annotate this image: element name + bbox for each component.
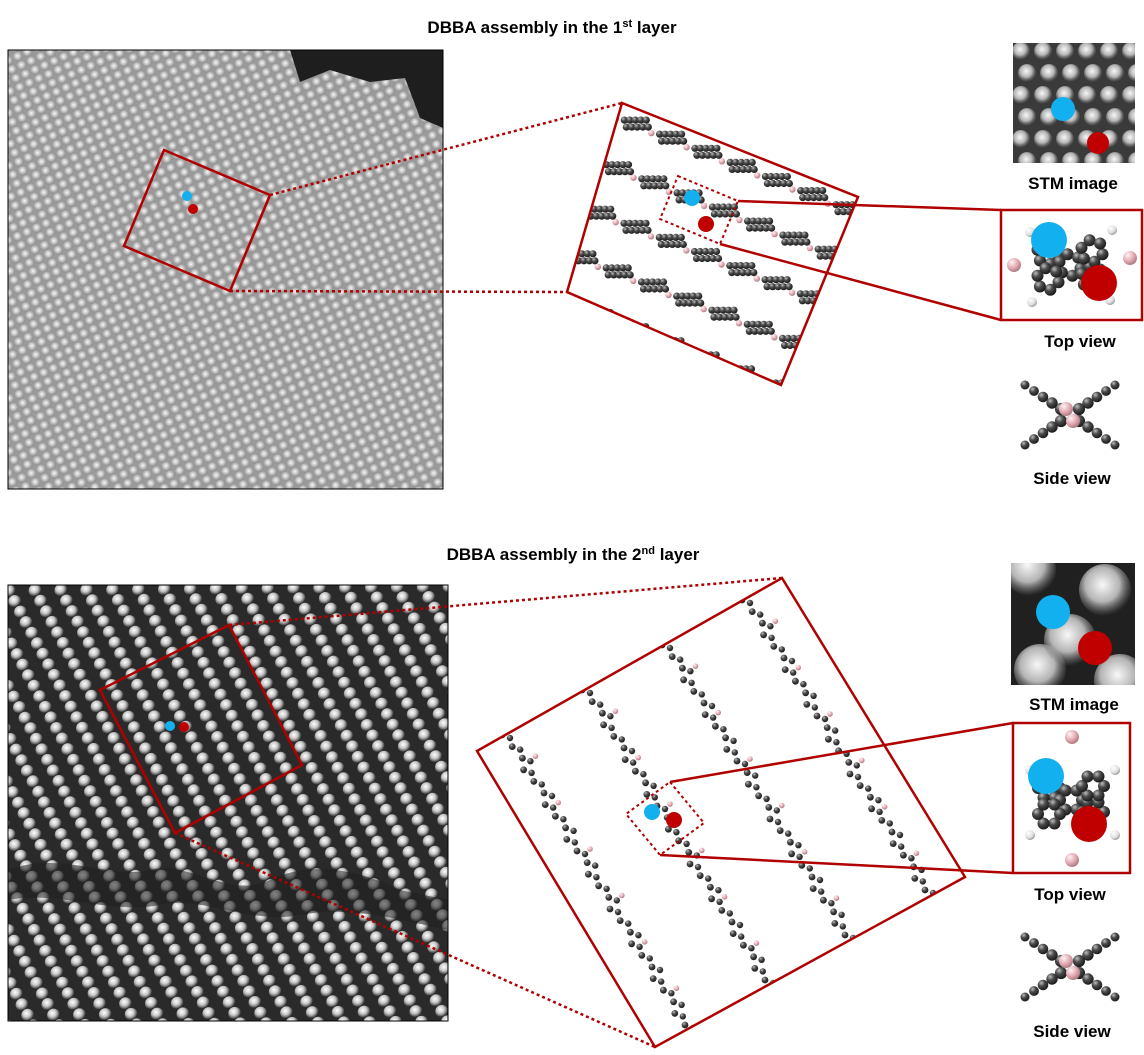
molecular-model-layer1: [565, 101, 860, 387]
blue-marker: [684, 190, 700, 206]
top-view-label: Top view: [1034, 885, 1106, 904]
side-view-molecule: [1020, 380, 1120, 450]
molecule-select-frame: [658, 174, 740, 246]
red-marker: [179, 722, 189, 732]
blue-marker: [165, 721, 175, 731]
stm-image-label: STM image: [1029, 695, 1119, 714]
molecular-model-layer2: [475, 576, 967, 1049]
blue-marker: [1028, 758, 1064, 794]
top-view-frame: [1011, 721, 1132, 875]
blue-marker: [182, 191, 192, 201]
red-marker: [666, 812, 682, 828]
connector-dotted: [228, 576, 783, 627]
panel2-title: DBBA assembly in the 2nd layer: [447, 545, 700, 564]
red-marker: [188, 204, 198, 214]
stm-inset-layer2: [1011, 563, 1135, 685]
domain-boundary: [8, 862, 448, 930]
top-view-frame: [999, 208, 1144, 322]
connector-solid: [737, 199, 1002, 212]
red-marker: [698, 216, 714, 232]
blue-marker: [1051, 97, 1075, 121]
connector-solid: [659, 853, 1014, 875]
red-marker: [1078, 631, 1112, 665]
red-marker: [1071, 806, 1107, 842]
side-view-label: Side view: [1033, 469, 1111, 488]
red-marker: [1081, 265, 1117, 301]
side-view-molecule: [1020, 932, 1120, 1002]
blue-marker: [644, 804, 660, 820]
stm-image-layer2: [8, 585, 448, 1021]
top-view-label: Top view: [1044, 332, 1116, 351]
blue-marker: [1036, 595, 1070, 629]
red-marker: [1087, 132, 1109, 154]
connector-dotted: [229, 289, 568, 294]
connector-dotted: [269, 101, 623, 197]
stm-inset-layer1: [1013, 43, 1135, 163]
stm-image-label: STM image: [1028, 174, 1118, 193]
side-view-label: Side view: [1033, 1022, 1111, 1041]
panel1-title: DBBA assembly in the 1st layer: [427, 18, 677, 37]
connector-solid: [669, 721, 1014, 784]
connector-solid: [719, 242, 1002, 322]
stm-image-layer1: [8, 50, 443, 489]
blue-marker: [1031, 222, 1067, 258]
dark-island: [290, 50, 443, 128]
